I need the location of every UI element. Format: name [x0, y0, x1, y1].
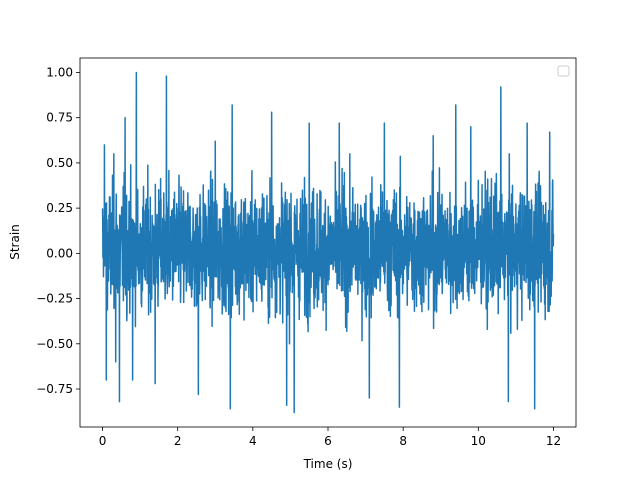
x-tick-label: 0 — [99, 434, 107, 448]
x-tick-label: 6 — [324, 434, 332, 448]
y-tick-label: 0.00 — [46, 246, 73, 260]
x-axis: 0 2 4 6 8 10 12 — [99, 427, 561, 448]
y-tick-label: −0.75 — [36, 382, 73, 396]
strain-series-line — [101, 71, 555, 414]
x-tick-label: 4 — [249, 434, 257, 448]
y-axis-label: Strain — [8, 224, 22, 260]
series-group — [101, 71, 555, 414]
x-tick-label: 12 — [546, 434, 561, 448]
x-tick-label: 2 — [174, 434, 182, 448]
legend-box — [557, 65, 570, 77]
y-axis: −0.75 −0.50 −0.25 0.00 0.25 0.50 0.75 1.00 — [36, 65, 80, 396]
y-tick-label: −0.25 — [36, 292, 73, 306]
y-tick-label: 0.25 — [46, 201, 73, 215]
x-tick-label: 10 — [471, 434, 486, 448]
x-tick-label: 8 — [399, 434, 407, 448]
y-tick-label: 0.75 — [46, 111, 73, 125]
y-tick-label: −0.50 — [36, 337, 73, 351]
y-tick-label: 0.50 — [46, 156, 73, 170]
y-tick-label: 1.00 — [46, 65, 73, 79]
x-axis-label: Time (s) — [303, 457, 353, 471]
